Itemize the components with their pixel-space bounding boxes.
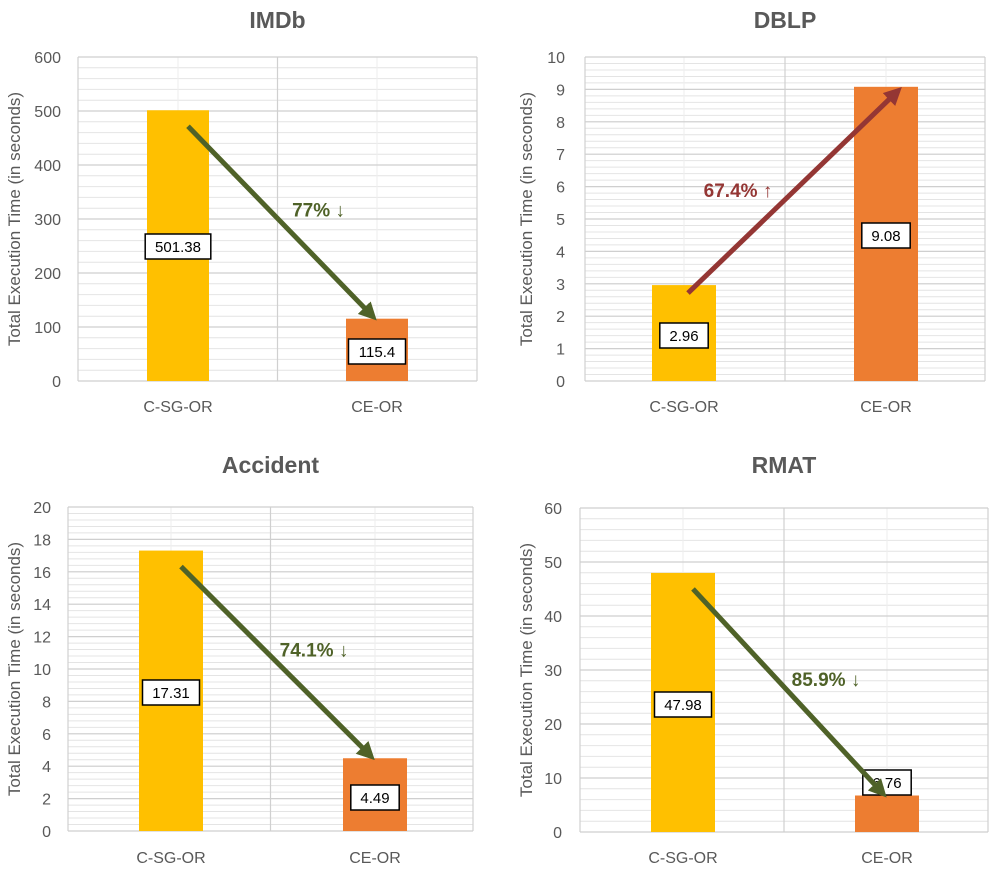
x-tick-label: CE-OR: [351, 399, 403, 416]
y-tick-label: 0: [556, 374, 565, 391]
y-tick-label: 20: [544, 717, 562, 734]
y-tick-label: 7: [556, 147, 565, 164]
y-tick-label: 2: [42, 792, 51, 809]
chart-title: IMDb: [249, 7, 305, 33]
chart-rmat: 0 10 20 30 40 50 60 RMAT Total Execution Time (i…: [517, 452, 989, 867]
y-tick-label: 8: [556, 115, 565, 132]
y-tick-label: 9: [556, 82, 565, 99]
x-tick-label: C-SG-OR: [136, 850, 205, 867]
change-percent-label: 77% ↓: [292, 200, 345, 221]
y-tick-label: 60: [544, 501, 562, 518]
chart-title: RMAT: [752, 452, 817, 478]
x-tick-label: CE-OR: [860, 399, 912, 416]
chart-imdb: 0 100 200 300 400 500 600 IMDb Total Execution T…: [5, 7, 478, 416]
y-tick-label: 40: [544, 609, 562, 626]
y-tick-label: 10: [547, 50, 565, 67]
y-tick-label: 500: [34, 104, 61, 121]
data-label: 115.4: [359, 344, 395, 361]
x-tick-label: CE-OR: [349, 850, 401, 867]
change-percent-label: 74.1% ↓: [280, 640, 349, 661]
data-label-box: [347, 338, 407, 365]
y-tick-label: 3: [556, 277, 565, 294]
y-tick-label: 14: [33, 597, 51, 614]
data-label: 47.98: [664, 697, 702, 714]
chart-title: Accident: [222, 452, 319, 478]
data-label: 501.38: [155, 239, 201, 256]
data-label-box: [653, 691, 713, 718]
change-arrow: [686, 87, 902, 295]
y-tick-label: 200: [34, 266, 61, 283]
y-tick-label: 20: [33, 500, 51, 517]
data-label-box: [144, 233, 212, 260]
data-label-box: [141, 679, 201, 706]
change-arrow: [179, 564, 375, 761]
chart-title: DBLP: [754, 7, 817, 33]
y-axis-label: Total Execution Time (in seconds): [5, 92, 24, 346]
y-tick-label: 6: [556, 180, 565, 197]
data-label-box: [861, 222, 911, 249]
y-tick-label: 10: [544, 771, 562, 788]
data-label: 17.31: [152, 685, 190, 702]
change-percent-label: 67.4% ↑: [704, 181, 773, 202]
change-arrow: [691, 587, 887, 798]
x-tick-label: CE-OR: [861, 850, 913, 867]
y-tick-label: 400: [34, 158, 61, 175]
data-label: 2.96: [669, 328, 698, 345]
y-tick-label: 10: [33, 662, 51, 679]
change-percent-label: 85.9% ↓: [792, 670, 861, 691]
y-tick-label: 600: [34, 50, 61, 67]
y-tick-label: 4: [556, 244, 565, 261]
y-tick-label: 1: [556, 342, 565, 359]
y-axis-label: Total Execution Time (in seconds): [517, 92, 536, 346]
y-tick-label: 5: [556, 212, 565, 229]
y-axis-label: Total Execution Time (in seconds): [5, 542, 24, 796]
x-tick-label: C-SG-OR: [648, 850, 717, 867]
bar-ce-or: [855, 795, 919, 832]
y-tick-label: 30: [544, 663, 562, 680]
y-tick-label: 4: [42, 759, 51, 776]
y-tick-label: 50: [544, 555, 562, 572]
y-tick-label: 100: [34, 320, 61, 337]
chart-dblp: 0 1 2 3 4 5 6 7 8 9 10 DBLP Total Execution Time (in…: [517, 7, 986, 416]
data-label-box: [659, 322, 709, 349]
y-tick-label: 0: [52, 374, 61, 391]
change-arrow: [186, 124, 377, 321]
y-tick-label: 0: [42, 824, 51, 841]
y-tick-label: 2: [556, 309, 565, 326]
x-tick-label: C-SG-OR: [143, 399, 212, 416]
y-tick-label: 6: [42, 727, 51, 744]
y-tick-label: 8: [42, 694, 51, 711]
y-tick-label: 16: [33, 565, 51, 582]
data-label-box: [862, 769, 912, 796]
data-label: 4.49: [360, 790, 389, 807]
y-tick-label: 12: [33, 630, 51, 647]
x-tick-label: C-SG-OR: [649, 399, 718, 416]
y-tick-label: 300: [34, 212, 61, 229]
y-axis-label: Total Execution Time (in seconds): [517, 543, 536, 797]
y-tick-label: 0: [553, 825, 562, 842]
data-label-box: [350, 784, 400, 811]
chart-accident: 0 2 4 6 8 10 12 14 16 18 20 Accident Total Execution…: [5, 452, 474, 867]
data-label: 9.08: [871, 228, 900, 245]
y-tick-label: 18: [33, 532, 51, 549]
